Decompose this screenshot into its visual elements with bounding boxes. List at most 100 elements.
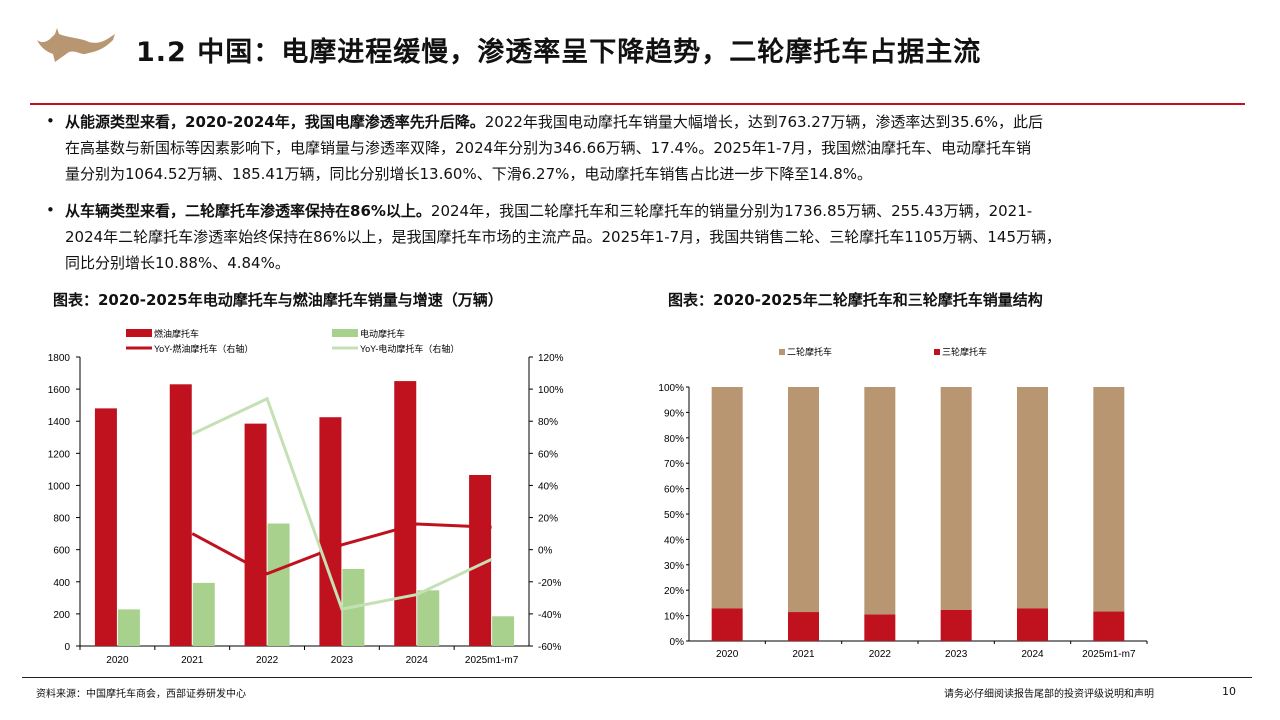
y-tick-label: 1200 bbox=[48, 449, 71, 460]
bar-three-wheel bbox=[940, 609, 972, 641]
y-tick-label: 40% bbox=[664, 535, 684, 546]
bullet-line: 量分别为1064.52万辆、185.41万辆，同比分别增长13.60%、下滑6.… bbox=[65, 164, 872, 184]
bar-fuel bbox=[469, 475, 492, 646]
x-tick-label: 2022 bbox=[256, 655, 279, 666]
x-tick-label: 2021 bbox=[792, 649, 815, 660]
bar-two-wheel bbox=[864, 387, 896, 615]
bar-fuel bbox=[94, 408, 117, 646]
y-right-tick-label: 60% bbox=[538, 449, 558, 460]
bullet-dot: • bbox=[46, 201, 55, 219]
x-tick-label: 2023 bbox=[945, 649, 968, 660]
x-tick-label: 2021 bbox=[181, 655, 204, 666]
y-right-tick-label: 100% bbox=[538, 385, 564, 396]
y-tick-label: 0% bbox=[670, 637, 685, 648]
y-tick-label: 70% bbox=[664, 459, 684, 470]
legend-swatch bbox=[332, 329, 358, 337]
y-tick-label: 100% bbox=[658, 383, 684, 394]
x-tick-label: 2020 bbox=[716, 649, 739, 660]
bullet-line: 2024年二轮摩托车渗透率始终保持在86%以上，是我国摩托车市场的主流产品。20… bbox=[65, 227, 1061, 247]
y-tick-label: 1800 bbox=[48, 353, 71, 364]
y-tick-label: 30% bbox=[664, 561, 684, 572]
x-tick-label: 2025m1-m7 bbox=[465, 655, 519, 666]
bullet-line: 从能源类型来看，2020-2024年，我国电摩渗透率先升后降。2022年我国电动… bbox=[65, 112, 1043, 132]
bar-three-wheel bbox=[711, 608, 743, 641]
bullet-line: 同比分别增长10.88%、4.84%。 bbox=[65, 253, 290, 273]
y-right-tick-label: -40% bbox=[538, 610, 561, 621]
bullet-line: 从车辆类型来看，二轮摩托车渗透率保持在86%以上。2024年，我国二轮摩托车和三… bbox=[65, 201, 1032, 221]
y-tick-label: 0 bbox=[64, 642, 70, 653]
bar-electric bbox=[117, 609, 140, 646]
bullet-text: 量分别为1064.52万辆、185.41万辆，同比分别增长13.60%、下滑6.… bbox=[65, 165, 873, 183]
legend-swatch bbox=[126, 329, 152, 337]
bar-electric bbox=[492, 616, 515, 646]
x-tick-label: 2024 bbox=[406, 655, 429, 666]
legend-label: 三轮摩托车 bbox=[942, 346, 987, 357]
bar-three-wheel bbox=[1093, 611, 1125, 641]
x-tick-label: 2024 bbox=[1021, 649, 1044, 660]
legend-swatch bbox=[779, 349, 785, 355]
bar-two-wheel bbox=[711, 387, 743, 609]
sales-growth-chart: 0 200 400 600 800 1000 1200 1400 1600 1800 -60% -40… bbox=[48, 328, 564, 666]
bullet-text: 在高基数与新国标等因素影响下，电摩销量与渗透率双降，2024年分别为346.66… bbox=[65, 139, 1031, 157]
legend-swatch bbox=[934, 349, 940, 355]
bar-two-wheel bbox=[1017, 387, 1048, 609]
legend-label: YoY-电动摩托车（右轴） bbox=[360, 343, 459, 354]
y-right-tick-label: 20% bbox=[538, 514, 558, 525]
bull-logo-icon bbox=[37, 28, 115, 62]
legend-label: 电动摩托车 bbox=[360, 328, 405, 339]
x-tick-label: 2025m1-m7 bbox=[1082, 649, 1136, 660]
structure-chart: 0% 10% 20% 30% 40% 50% 60% 70% 80% 90% 100% 2020 202… bbox=[658, 346, 1148, 660]
bar-three-wheel bbox=[1017, 608, 1048, 641]
line-yoy-electric bbox=[191, 396, 493, 611]
bar-electric bbox=[192, 582, 215, 646]
x-tick-label: 2022 bbox=[869, 649, 892, 660]
bullet-dot: • bbox=[46, 112, 55, 130]
bullet-heading: 从车辆类型来看，二轮摩托车渗透率保持在86%以上。 bbox=[65, 202, 431, 220]
chart-title-left: 图表：2020-2025年电动摩托车与燃油摩托车销量与增速（万辆） bbox=[53, 291, 503, 309]
y-tick-label: 90% bbox=[664, 408, 684, 419]
bar-fuel bbox=[244, 423, 267, 646]
y-right-tick-label: 80% bbox=[538, 417, 558, 428]
y-right-tick-label: -60% bbox=[538, 642, 561, 653]
bar-electric bbox=[417, 590, 440, 646]
x-tick-label: 2023 bbox=[331, 655, 354, 666]
bullet-text: 2022年我国电动摩托车销量大幅增长，达到763.27万辆，渗透率达到35.6%… bbox=[484, 113, 1044, 131]
bar-two-wheel bbox=[1093, 387, 1125, 612]
bar-two-wheel bbox=[940, 387, 972, 610]
y-tick-label: 50% bbox=[664, 510, 684, 521]
y-tick-label: 20% bbox=[664, 586, 684, 597]
source-note: 资料来源：中国摩托车商会，西部证券研发中心 bbox=[36, 689, 246, 700]
title-divider bbox=[30, 103, 1245, 105]
y-tick-label: 60% bbox=[664, 485, 684, 496]
y-tick-label: 80% bbox=[664, 434, 684, 445]
legend-label: 燃油摩托车 bbox=[154, 328, 199, 339]
legend-label: YoY-燃油摩托车（右轴） bbox=[154, 343, 253, 354]
bar-fuel bbox=[319, 417, 342, 646]
bar-fuel bbox=[394, 381, 417, 646]
y-right-tick-label: 0% bbox=[538, 546, 553, 557]
bar-electric bbox=[267, 523, 290, 646]
legend-label: 二轮摩托车 bbox=[787, 346, 832, 357]
disclaimer: 请务必仔细阅读报告尾部的投资评级说明和声明 bbox=[944, 689, 1154, 700]
page-number: 10 bbox=[1222, 685, 1236, 698]
bullet-text: 2024年，我国二轮摩托车和三轮摩托车的销量分别为1736.85万辆、255.4… bbox=[430, 202, 1033, 220]
y-right-tick-label: 40% bbox=[538, 481, 558, 492]
bullet-text: 2024年二轮摩托车渗透率始终保持在86%以上，是我国摩托车市场的主流产品。20… bbox=[65, 228, 1061, 246]
y-tick-label: 400 bbox=[53, 578, 70, 589]
x-tick-label: 2020 bbox=[106, 655, 129, 666]
logo bbox=[35, 28, 125, 68]
y-right-tick-label: -20% bbox=[538, 578, 561, 589]
footer-divider bbox=[22, 677, 1252, 678]
y-tick-label: 1600 bbox=[48, 385, 71, 396]
y-tick-label: 800 bbox=[53, 514, 70, 525]
bar-three-wheel bbox=[788, 612, 819, 641]
bullet-text: 同比分别增长10.88%、4.84%。 bbox=[65, 254, 290, 272]
y-tick-label: 600 bbox=[53, 546, 70, 557]
y-tick-label: 1000 bbox=[48, 481, 71, 492]
page-title: 1.2 中国：电摩进程缓慢，渗透率呈下降趋势，二轮摩托车占据主流 bbox=[136, 37, 982, 68]
y-tick-label: 1400 bbox=[48, 417, 71, 428]
bar-fuel bbox=[169, 384, 192, 646]
y-tick-label: 10% bbox=[664, 612, 684, 623]
line-yoy-fuel bbox=[191, 522, 492, 576]
bar-two-wheel bbox=[788, 387, 819, 613]
